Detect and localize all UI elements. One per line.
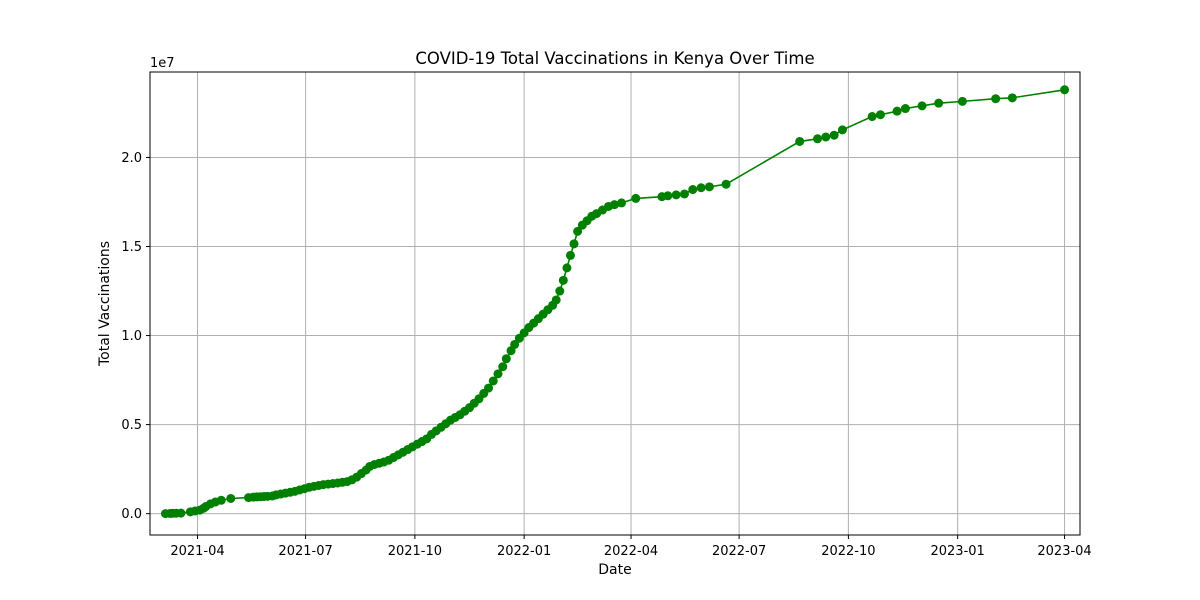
data-point: [957, 96, 967, 106]
x-tick-label: 2021-04: [170, 544, 224, 559]
data-point: [551, 295, 561, 305]
y-axis-label: Total Vaccinations: [97, 241, 113, 367]
x-tick-label: 2023-04: [1037, 544, 1091, 559]
data-point: [821, 132, 831, 142]
data-point: [510, 339, 520, 349]
data-point: [829, 130, 839, 140]
data-point: [493, 369, 503, 379]
data-point: [617, 198, 627, 208]
data-point: [569, 239, 579, 249]
plot-frame: [149, 71, 1081, 536]
data-point: [1060, 85, 1070, 95]
data-point: [573, 226, 583, 236]
data-point: [631, 193, 641, 203]
y-tick-label: 1.5: [121, 240, 142, 255]
data-point: [991, 94, 1001, 104]
data-point: [837, 125, 847, 135]
data-point: [679, 189, 689, 199]
data-point: [934, 98, 944, 108]
data-point: [696, 183, 706, 193]
grid-lines: [150, 72, 1080, 535]
data-point: [688, 185, 698, 195]
y-tick-label: 2.0: [121, 151, 142, 166]
data-point: [663, 191, 673, 201]
x-tick-label: 2021-10: [388, 544, 442, 559]
data-point: [562, 263, 572, 273]
x-tick-label: 2022-07: [712, 544, 766, 559]
data-point: [484, 383, 494, 393]
x-axis-ticks: 2021-04 2021-07 2021-10 2022-01 2022-04 2022-…: [170, 535, 1092, 559]
data-point: [892, 106, 902, 116]
data-point: [875, 110, 885, 120]
data-point: [565, 250, 575, 260]
x-tick-label: 2022-10: [821, 544, 875, 559]
x-tick-label: 2021-07: [278, 544, 332, 559]
x-tick-label: 2022-01: [497, 544, 551, 559]
data-point: [795, 136, 805, 146]
data-point: [813, 134, 823, 144]
data-point: [498, 362, 508, 372]
data-point: [488, 376, 498, 386]
data-point: [609, 200, 619, 210]
data-point: [226, 493, 236, 503]
series-layer: [160, 85, 1070, 519]
data-point: [704, 182, 714, 192]
y-offset-label: 1e7: [150, 56, 175, 71]
chart-title: COVID-19 Total Vaccinations in Kenya Ove…: [415, 49, 814, 68]
data-point: [671, 190, 681, 200]
data-point: [917, 101, 927, 111]
x-tick-label: 2022-04: [604, 544, 658, 559]
data-point: [216, 495, 226, 505]
data-point: [555, 286, 565, 296]
data-point: [867, 112, 877, 122]
y-tick-label: 0.5: [121, 418, 142, 433]
y-tick-label: 0.0: [121, 507, 142, 522]
x-axis-label: Date: [598, 562, 631, 578]
y-tick-label: 1.0: [121, 329, 142, 344]
data-point: [721, 179, 731, 189]
x-tick-label: 2023-01: [930, 544, 984, 559]
data-point: [501, 354, 511, 364]
data-point: [558, 275, 568, 285]
data-point: [900, 104, 910, 114]
data-point: [176, 508, 186, 518]
y-axis-ticks: 0.0 0.5 1.0 1.5 2.0: [121, 151, 150, 522]
data-point: [1007, 93, 1017, 103]
